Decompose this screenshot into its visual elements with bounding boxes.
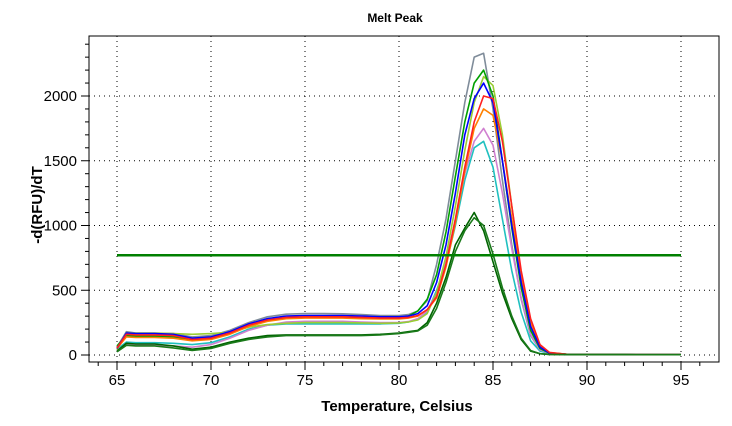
series-line-well-red xyxy=(116,95,682,356)
x-tick-label: 80 xyxy=(391,372,408,389)
y-axis-label: -d(RFU)/dT xyxy=(29,166,46,243)
y-tick-label: 1000 xyxy=(44,218,77,235)
series-group xyxy=(116,52,682,356)
series-line-well-darkgreen-2 xyxy=(116,216,682,356)
series-line-well-blue xyxy=(116,82,682,356)
y-tick-label: 500 xyxy=(52,282,77,299)
series-line-well-violet xyxy=(116,127,682,356)
x-tick-label: 75 xyxy=(297,372,314,389)
x-tick-label: 65 xyxy=(109,372,126,389)
x-tick-label: 85 xyxy=(485,372,502,389)
y-tick-label: 0 xyxy=(69,347,77,364)
x-tick-label: 90 xyxy=(579,372,596,389)
axis-ticks: 65 70 75 80 85 90 95 0 500 1000 1500 2000 xyxy=(44,43,701,389)
chart-title: Melt Peak xyxy=(367,11,423,25)
plot-area xyxy=(88,35,720,363)
x-tick-label: 70 xyxy=(203,372,220,389)
x-axis-label: Temperature, Celsius xyxy=(321,398,472,415)
x-tick-label: 95 xyxy=(673,372,690,389)
y-tick-label: 2000 xyxy=(44,88,77,105)
y-tick-label: 1500 xyxy=(44,153,77,170)
